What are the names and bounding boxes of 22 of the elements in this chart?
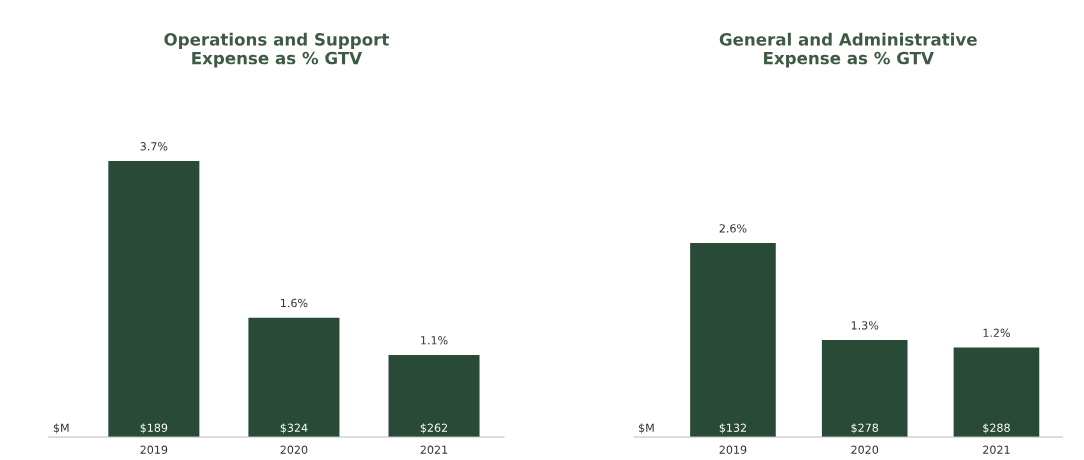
- x-tick-label: 2019: [719, 445, 747, 454]
- annotation: $278: [851, 423, 879, 434]
- x-tick-label: 2020: [280, 445, 308, 454]
- x-tick-label: 2020: [851, 445, 879, 454]
- x-tick-label: 2021: [983, 445, 1010, 454]
- annotation: $324: [280, 423, 308, 434]
- data-label: 1.1%: [421, 336, 448, 345]
- chart-title: General and Administrative Expense as % GTV: [719, 32, 977, 68]
- x-tick-label: 2021: [420, 445, 448, 454]
- data-label: 1.2%: [983, 328, 1010, 337]
- annotation: $M: [639, 423, 654, 434]
- annotation: $132: [719, 423, 746, 434]
- chart-title: Operations and Support Expense as % GTV: [164, 32, 389, 68]
- annotation: $M: [53, 423, 69, 434]
- data-label: 1.3%: [851, 321, 879, 330]
- x-tick-label: 2019: [140, 445, 168, 454]
- annotation: $262: [420, 423, 448, 434]
- annotation: $189: [140, 423, 168, 434]
- annotation: $288: [983, 423, 1010, 434]
- data-label: 3.7%: [140, 142, 168, 151]
- data-label: 2.6%: [719, 224, 747, 233]
- data-label: 1.6%: [281, 298, 308, 308]
